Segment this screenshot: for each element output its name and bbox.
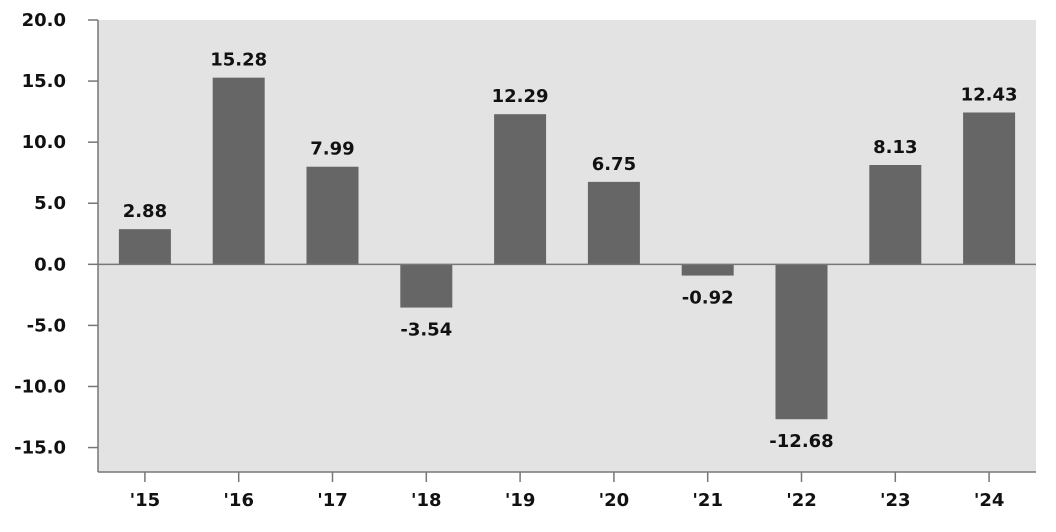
data-label-8: 8.13 [873, 137, 917, 158]
bar-6 [681, 264, 734, 276]
x-tick-label-6: '21 [692, 490, 723, 511]
data-label-4: 12.29 [492, 86, 549, 107]
bar-9 [963, 112, 1016, 265]
bar-4 [494, 114, 547, 265]
data-label-3: -3.54 [400, 320, 452, 341]
y-tick-label-2: 10.0 [22, 132, 66, 153]
y-tick-label-1: 15.0 [22, 71, 66, 92]
bar-series [118, 77, 1016, 420]
x-tick-label-9: '24 [974, 490, 1005, 511]
bar-7 [775, 264, 828, 420]
data-label-2: 7.99 [310, 139, 354, 160]
data-label-5: 6.75 [592, 154, 636, 175]
y-tick-label-6: -10.0 [14, 376, 66, 397]
x-tick-label-0: '15 [130, 490, 161, 511]
x-tick-label-3: '18 [411, 490, 442, 511]
x-tick-label-7: '22 [786, 490, 817, 511]
data-label-0: 2.88 [123, 201, 167, 222]
x-tick-label-1: '16 [223, 490, 254, 511]
data-label-7: -12.68 [769, 431, 833, 452]
x-tick-label-5: '20 [599, 490, 630, 511]
y-tick-label-3: 5.0 [34, 193, 66, 214]
y-tick-label-0: 20.0 [22, 10, 66, 31]
data-label-6: -0.92 [682, 288, 734, 309]
bar-8 [869, 165, 922, 265]
bar-0 [118, 229, 171, 265]
bar-2 [306, 166, 359, 265]
data-label-9: 12.43 [961, 84, 1018, 105]
bar-3 [400, 264, 453, 308]
y-tick-label-7: -15.0 [14, 438, 66, 459]
bar-1 [212, 77, 265, 265]
bar-5 [587, 181, 640, 265]
x-tick-label-4: '19 [505, 490, 536, 511]
data-labels: 2.88 15.28 7.99 -3.54 12.29 6.75 -0.92 -12.68 8.… [123, 50, 1018, 453]
x-tick-label-8: '23 [880, 490, 911, 511]
data-label-1: 15.28 [210, 50, 267, 71]
axes: 20.0 15.0 10.0 5.0 0.0 -5.0 -10.0 -15.0 '15 '16 '1… [14, 10, 1036, 511]
x-tick-label-2: '17 [317, 490, 348, 511]
y-tick-label-4: 0.0 [34, 254, 66, 275]
y-tick-label-5: -5.0 [27, 315, 66, 336]
